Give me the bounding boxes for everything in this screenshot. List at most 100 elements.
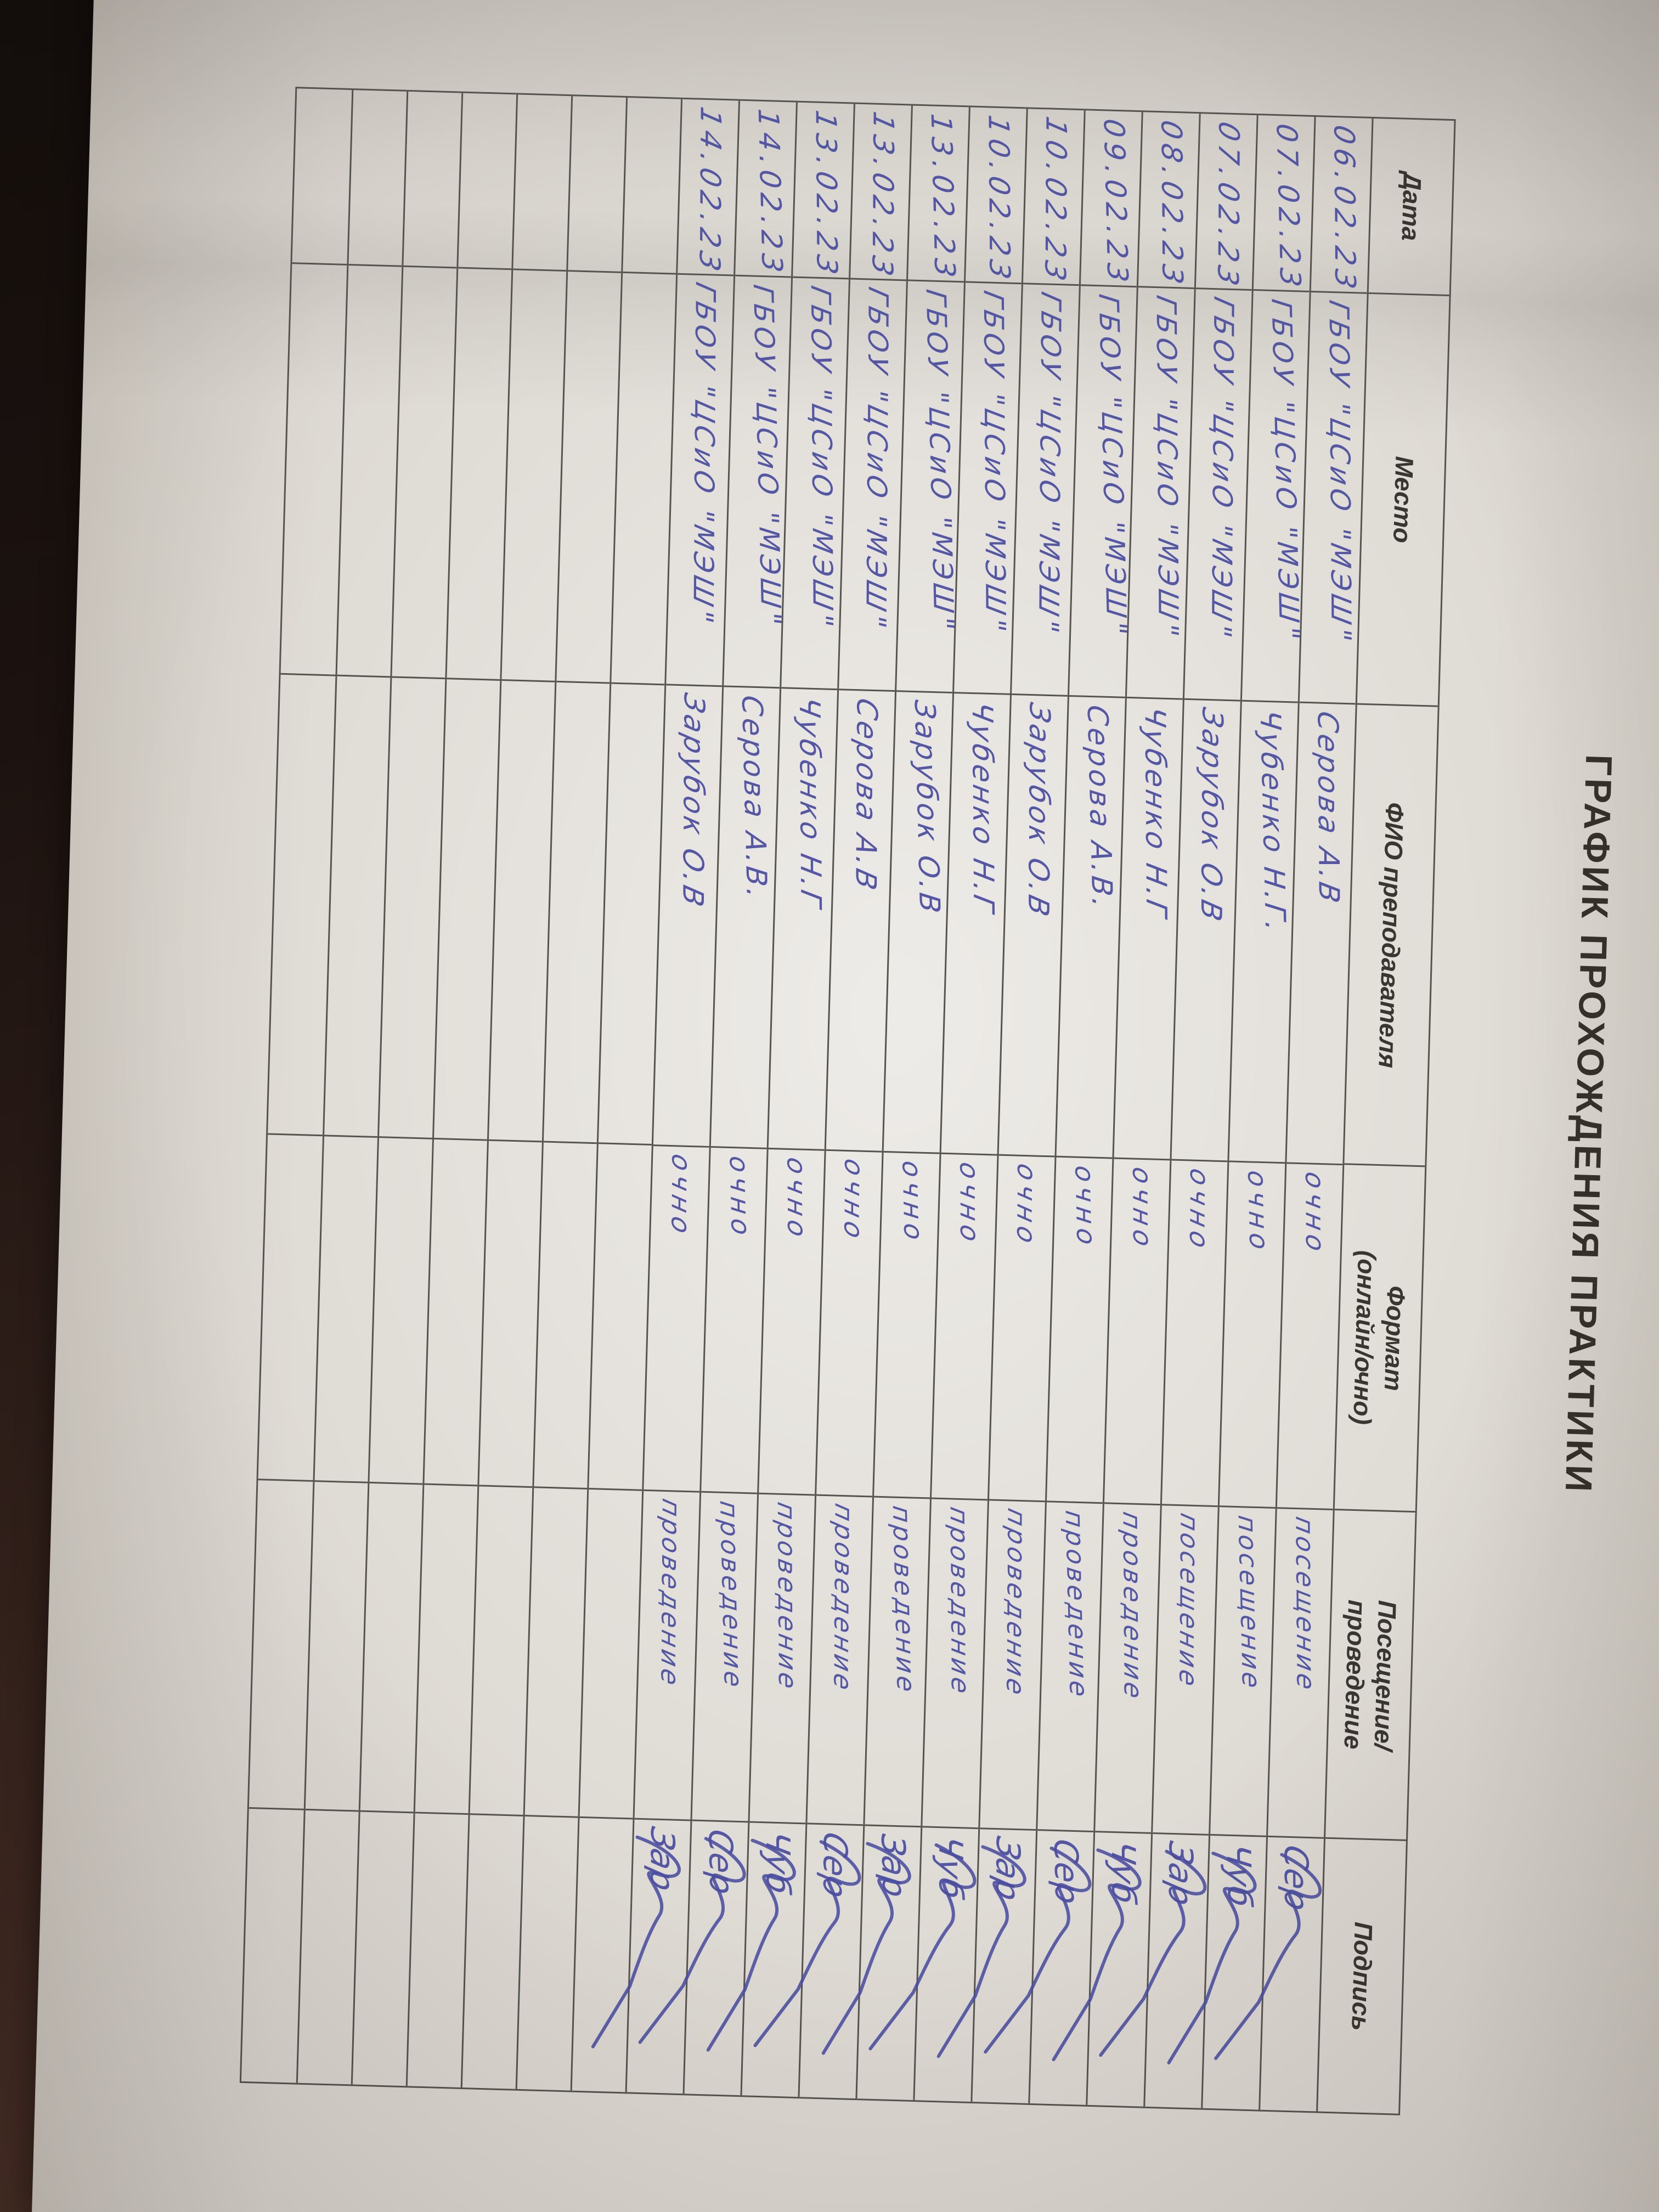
handwritten-teacher: Чубенко Н.Г <box>965 699 1000 917</box>
handwritten-teacher: Серова А.В <box>1311 708 1345 909</box>
handwritten-date: 09.02.23 <box>1097 117 1134 289</box>
cell-signature: Чуб <box>706 1823 806 2097</box>
handwritten-teacher: Чубенко Н.Г <box>792 694 827 913</box>
empty-cell <box>589 1144 652 1491</box>
empty-cell <box>572 1818 633 2092</box>
cell-type: проведение <box>692 1492 758 1823</box>
cell-format: очно <box>701 1147 767 1494</box>
empty-cell <box>462 1815 523 2089</box>
handwritten-date: 06.02.23 <box>1327 122 1362 296</box>
cell-signature: Сер <box>753 1825 863 2098</box>
handwritten-type: посещение <box>1232 1514 1266 1692</box>
cell-date: 07.02.23 <box>1253 115 1314 294</box>
signature-initials: Чуб <box>931 1832 970 1903</box>
handwritten-date: 13.02.23 <box>809 108 843 282</box>
empty-cell <box>249 1480 313 1811</box>
cell-format: очно <box>644 1146 709 1493</box>
empty-cell <box>513 94 572 272</box>
handwritten-format: очно <box>953 1159 985 1249</box>
handwritten-teacher: Серова А.В <box>849 695 883 896</box>
cell-format: очно <box>989 1155 1055 1503</box>
cell-date: 07.02.23 <box>1195 114 1257 294</box>
handwritten-format: очно <box>723 1154 756 1241</box>
handwritten-date: 10.02.23 <box>1038 113 1073 289</box>
handwritten-type: проведение <box>771 1500 803 1694</box>
handwritten-type: проведение <box>887 1504 921 1696</box>
cell-format: очно <box>874 1152 940 1499</box>
cell-date: 10.02.23 <box>965 107 1026 287</box>
header-label: Формат <box>1379 1285 1410 1392</box>
cell-place: ГБОУ "ЦСиО "МЭШ" <box>1069 286 1137 699</box>
cell-format: очно <box>1104 1159 1170 1506</box>
handwritten-place: ГБОУ "ЦСиО "МЭШ" <box>1265 297 1306 645</box>
handwritten-date: 10.02.23 <box>981 112 1016 287</box>
handwritten-place: ГБОУ "ЦСиО "МЭШ" <box>1092 292 1133 640</box>
handwritten-place: ГБОУ "ЦСиО "МЭШ" <box>1150 293 1184 643</box>
empty-cell <box>348 90 407 267</box>
cell-type: посещение <box>1210 1507 1276 1838</box>
handwritten-type: проведение <box>1001 1505 1032 1701</box>
handwritten-place: ГБОУ "ЦСиО "МЭШ" <box>1205 294 1240 645</box>
header-cell-type: Посещение/проведение <box>1325 1510 1415 1842</box>
handwritten-date: 13.02.23 <box>865 108 900 284</box>
handwritten-format: очно <box>1299 1169 1330 1259</box>
handwritten-format: очно <box>1069 1164 1102 1251</box>
signature-initials: Чуб <box>1103 1837 1143 1908</box>
cell-signature: Сер <box>984 1831 1093 2105</box>
cell-format: очно <box>759 1149 825 1496</box>
handwritten-type: проведение <box>655 1496 686 1691</box>
handwritten-place: ГБОУ "ЦСиО "МЭШ" <box>687 279 721 630</box>
handwritten-place: ГБОУ "ЦСиО "МЭШ" <box>977 288 1012 638</box>
cell-place: ГБОУ "ЦСиО "МЭШ" <box>666 274 734 687</box>
signature-initials: Зар <box>642 1824 681 1895</box>
header-cell-format: Формат (онлайн/очно) <box>1334 1165 1425 1513</box>
cell-signature: Сер <box>1214 1837 1324 2111</box>
handwritten-place: ГБОУ "ЦСиО "МЭШ" <box>860 284 894 635</box>
handwritten-format: очно <box>896 1159 929 1246</box>
empty-cell <box>403 91 462 269</box>
cell-type: проведение <box>807 1496 873 1826</box>
handwritten-date: 14.02.23 <box>751 107 788 279</box>
cell-date: 09.02.23 <box>1080 110 1142 289</box>
cell-date: 10.02.23 <box>1023 109 1084 289</box>
document-paper: ГРАФИК ПРОХОЖДЕНИЯ ПРАКТИКИ Дата Место ФИО… <box>31 0 1659 2212</box>
cell-format: очно <box>1219 1161 1285 1509</box>
handwritten-place: ГБОУ "ЦСиО "МЭШ" <box>1323 297 1357 647</box>
empty-cell <box>458 93 517 270</box>
handwritten-teacher: Зарубок О.В <box>676 690 710 913</box>
cell-date: 14.02.23 <box>735 100 796 279</box>
handwritten-format: очно <box>1242 1169 1274 1256</box>
cell-type: проведение <box>922 1499 988 1830</box>
cell-type: проведение <box>980 1500 1045 1831</box>
empty-cell <box>479 1141 542 1488</box>
cell-type: проведение <box>1095 1504 1160 1835</box>
empty-cell <box>534 1142 597 1489</box>
header-label: (онлайн/очно) <box>1348 1250 1382 1425</box>
header-label: Подпись <box>1346 1921 1378 2032</box>
cell-place: ГБОУ "ЦСиО "МЭШ" <box>1011 284 1079 697</box>
empty-cell <box>424 1139 487 1487</box>
empty-cell <box>408 1814 469 2087</box>
cell-place: ГБОУ "ЦСиО "МЭШ" <box>1126 287 1194 701</box>
signature-initials: Чуб <box>1218 1842 1259 1910</box>
header-cell-place: Место <box>1357 294 1449 707</box>
empty-cell <box>258 1135 323 1482</box>
empty-cell <box>524 1488 588 1819</box>
handwritten-place: ГБОУ "ЦСиО "МЭШ" <box>747 283 787 630</box>
handwritten-teacher: Зарубок О.В <box>1021 699 1056 922</box>
header-label: Место <box>1387 455 1419 544</box>
practice-schedule-table: Дата Место ФИО преподавателя Формат (онлайн/… <box>239 87 1456 2115</box>
handwritten-type: проведение <box>1117 1509 1148 1704</box>
signature-initials: Зар <box>873 1832 913 1900</box>
handwritten-type: проведение <box>1059 1509 1094 1701</box>
cell-date: 08.02.23 <box>1138 112 1199 291</box>
cell-signature: Зар <box>591 1820 691 2094</box>
empty-cell <box>280 263 347 676</box>
signature-initials: Сер <box>815 1828 854 1903</box>
cell-place: ГБОУ "ЦСиО "МЭШ" <box>781 278 849 691</box>
cell-format: очно <box>1161 1160 1228 1508</box>
cell-date: 13.02.23 <box>850 104 911 284</box>
cell-place: ГБОУ "ЦСиО "МЭШ" <box>896 281 964 694</box>
handwritten-place: ГБОУ "ЦСиО "МЭШ" <box>804 283 839 633</box>
cell-type: проведение <box>865 1497 930 1828</box>
